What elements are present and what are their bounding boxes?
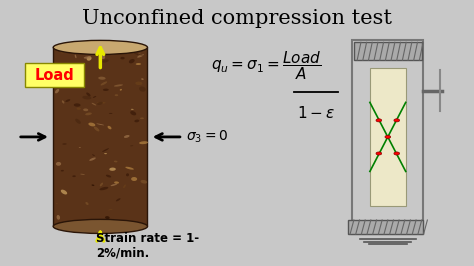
Ellipse shape bbox=[92, 154, 95, 156]
Ellipse shape bbox=[120, 57, 125, 59]
Ellipse shape bbox=[130, 111, 136, 115]
Ellipse shape bbox=[85, 202, 89, 205]
Ellipse shape bbox=[79, 147, 81, 148]
Ellipse shape bbox=[120, 89, 122, 91]
Ellipse shape bbox=[63, 143, 67, 145]
Ellipse shape bbox=[136, 63, 141, 65]
Ellipse shape bbox=[75, 119, 81, 124]
Ellipse shape bbox=[91, 184, 94, 186]
FancyBboxPatch shape bbox=[348, 220, 423, 234]
Ellipse shape bbox=[97, 102, 103, 105]
Ellipse shape bbox=[61, 190, 67, 194]
Ellipse shape bbox=[99, 54, 105, 59]
Ellipse shape bbox=[141, 180, 147, 184]
Ellipse shape bbox=[129, 59, 135, 63]
Ellipse shape bbox=[131, 109, 134, 110]
Ellipse shape bbox=[108, 222, 112, 223]
Ellipse shape bbox=[105, 216, 109, 219]
Circle shape bbox=[376, 152, 382, 155]
Ellipse shape bbox=[135, 82, 142, 85]
Ellipse shape bbox=[114, 84, 123, 87]
Ellipse shape bbox=[94, 127, 100, 131]
Ellipse shape bbox=[93, 96, 96, 98]
Ellipse shape bbox=[53, 219, 147, 234]
Text: $\sigma_3 = 0$: $\sigma_3 = 0$ bbox=[186, 129, 228, 145]
Ellipse shape bbox=[100, 182, 103, 186]
Ellipse shape bbox=[56, 203, 58, 204]
Ellipse shape bbox=[100, 187, 109, 190]
Ellipse shape bbox=[116, 198, 120, 201]
Ellipse shape bbox=[135, 119, 139, 122]
Ellipse shape bbox=[137, 54, 144, 58]
Ellipse shape bbox=[106, 175, 111, 177]
Ellipse shape bbox=[83, 109, 88, 111]
Ellipse shape bbox=[126, 173, 129, 176]
Ellipse shape bbox=[96, 123, 104, 125]
Ellipse shape bbox=[89, 157, 96, 161]
Text: Strain rate = 1-
2%/min.: Strain rate = 1- 2%/min. bbox=[96, 231, 199, 260]
Ellipse shape bbox=[53, 40, 147, 55]
Ellipse shape bbox=[86, 93, 91, 97]
Ellipse shape bbox=[139, 86, 146, 92]
Ellipse shape bbox=[87, 56, 91, 61]
Text: $1 - \varepsilon$: $1 - \varepsilon$ bbox=[297, 105, 335, 120]
Ellipse shape bbox=[91, 103, 96, 106]
FancyBboxPatch shape bbox=[25, 63, 84, 87]
Ellipse shape bbox=[61, 170, 64, 172]
FancyBboxPatch shape bbox=[354, 42, 422, 60]
Ellipse shape bbox=[55, 89, 59, 93]
Ellipse shape bbox=[84, 56, 91, 59]
Ellipse shape bbox=[115, 94, 118, 96]
Ellipse shape bbox=[73, 175, 76, 177]
Text: Unconfined compression test: Unconfined compression test bbox=[82, 9, 392, 28]
FancyBboxPatch shape bbox=[370, 68, 406, 206]
Ellipse shape bbox=[104, 153, 107, 154]
Ellipse shape bbox=[61, 51, 65, 53]
Ellipse shape bbox=[124, 135, 129, 138]
Ellipse shape bbox=[109, 113, 112, 114]
Ellipse shape bbox=[62, 100, 64, 103]
Ellipse shape bbox=[125, 167, 134, 170]
Ellipse shape bbox=[131, 177, 137, 181]
Text: $q_u = \sigma_1 = \dfrac{Load}{A}$: $q_u = \sigma_1 = \dfrac{Load}{A}$ bbox=[211, 49, 321, 82]
Ellipse shape bbox=[98, 77, 106, 80]
Ellipse shape bbox=[123, 185, 126, 188]
Ellipse shape bbox=[134, 53, 144, 56]
Ellipse shape bbox=[108, 126, 111, 129]
Ellipse shape bbox=[103, 89, 109, 91]
Ellipse shape bbox=[102, 148, 109, 152]
Ellipse shape bbox=[114, 161, 118, 162]
Ellipse shape bbox=[82, 96, 91, 99]
Ellipse shape bbox=[85, 113, 92, 115]
Ellipse shape bbox=[141, 78, 144, 80]
FancyBboxPatch shape bbox=[53, 47, 147, 226]
Ellipse shape bbox=[77, 107, 81, 110]
Ellipse shape bbox=[108, 209, 112, 210]
Circle shape bbox=[394, 119, 400, 122]
Ellipse shape bbox=[138, 53, 141, 56]
Ellipse shape bbox=[112, 223, 115, 225]
Ellipse shape bbox=[74, 103, 81, 107]
Ellipse shape bbox=[139, 141, 148, 144]
Ellipse shape bbox=[56, 215, 60, 220]
Ellipse shape bbox=[80, 174, 85, 175]
Ellipse shape bbox=[140, 118, 144, 119]
Ellipse shape bbox=[75, 55, 76, 58]
Ellipse shape bbox=[100, 81, 107, 85]
Ellipse shape bbox=[109, 168, 116, 171]
Ellipse shape bbox=[130, 145, 133, 146]
Ellipse shape bbox=[65, 99, 70, 102]
Text: Load: Load bbox=[35, 68, 74, 82]
Ellipse shape bbox=[110, 184, 118, 186]
Ellipse shape bbox=[88, 123, 95, 126]
Ellipse shape bbox=[56, 162, 61, 166]
Ellipse shape bbox=[76, 48, 82, 53]
Circle shape bbox=[385, 135, 391, 138]
Circle shape bbox=[376, 119, 382, 122]
Ellipse shape bbox=[114, 181, 119, 184]
Ellipse shape bbox=[102, 60, 109, 63]
Ellipse shape bbox=[97, 102, 106, 104]
Circle shape bbox=[394, 152, 400, 155]
